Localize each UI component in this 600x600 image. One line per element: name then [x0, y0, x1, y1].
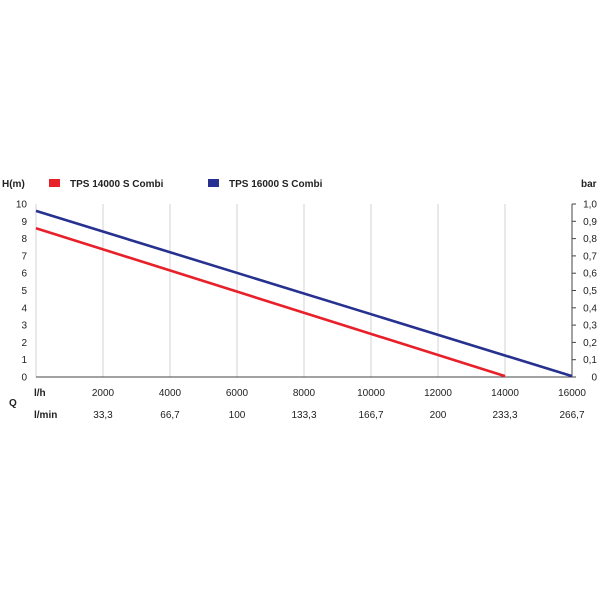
grid-lines: [35, 204, 506, 377]
x-tick-lmin-label: 133,3: [291, 410, 316, 421]
y-axis-right-label: bar: [581, 179, 597, 190]
legend-swatch: [208, 179, 219, 187]
y-tick-label: 0: [21, 373, 27, 384]
legend-label: TPS 14000 S Combi: [70, 179, 164, 190]
x-tick-label: 2000: [92, 388, 115, 399]
x-tick-label: 16000: [558, 388, 586, 399]
y2-tick-label: 0,5: [583, 286, 597, 297]
x-tick-lmin-label: 33,3: [93, 410, 113, 421]
x-tick-lmin-label: 66,7: [160, 410, 180, 421]
y-tick-label: 9: [21, 217, 27, 228]
x-tick-label: 4000: [159, 388, 182, 399]
x-tick-lmin-label: 100: [229, 410, 246, 421]
y2-tick-label: 0,1: [583, 355, 597, 366]
y2-tick-label: 0,7: [583, 251, 597, 262]
y-tick-label: 8: [21, 234, 27, 245]
y2-tick-label: 0,9: [583, 217, 597, 228]
x-tick-lmin-label: 266,7: [559, 410, 584, 421]
y-tick-label: 10: [16, 200, 28, 211]
y-axis-left-label: H(m): [2, 179, 25, 190]
x-tick-label: 8000: [293, 388, 316, 399]
x-axis-lh-ticks: 2000 4000 6000 8000 10000 12000 14000 16000: [92, 388, 586, 399]
x-tick-lmin-label: 233,3: [492, 410, 517, 421]
y-tick-label: 2: [21, 338, 27, 349]
x-tick-lmin-label: 166,7: [358, 410, 383, 421]
legend-label: TPS 16000 S Combi: [229, 179, 323, 190]
y-tick-label: 1: [21, 355, 27, 366]
y-tick-label: 4: [21, 303, 27, 314]
q-axis-label: Q: [9, 398, 17, 409]
y-tick-label: 5: [21, 286, 27, 297]
y2-tick-label: 0,2: [583, 338, 597, 349]
x-unit-lh-label: l/h: [34, 388, 46, 399]
y-tick-label: 3: [21, 321, 27, 332]
x-tick-label: 12000: [424, 388, 452, 399]
legend: TPS 14000 S Combi TPS 16000 S Combi: [49, 179, 323, 190]
y2-tick-label: 0,3: [583, 321, 597, 332]
y-axis-left-ticks: 0 1 2 3 4 5 6 7 8 9 10: [16, 200, 28, 384]
y2-tick-label: 0,4: [583, 303, 597, 314]
x-tick-label: 6000: [226, 388, 249, 399]
series-line-tps-16000-s-combi: [35, 209, 573, 378]
legend-swatch: [49, 179, 60, 187]
y-tick-label: 7: [21, 251, 27, 262]
series-line-tps-14000-s-combi: [35, 226, 506, 378]
x-axis-lmin-ticks: 33,3 66,7 100 133,3 166,7 200 233,3 266,7: [93, 410, 585, 421]
x-tick-label: 14000: [491, 388, 519, 399]
y2-tick-label: 0,8: [583, 234, 597, 245]
y2-tick-label: 1,0: [583, 200, 597, 211]
series-lines: [35, 209, 573, 378]
x-tick-lmin-label: 200: [430, 410, 447, 421]
y-tick-label: 6: [21, 269, 27, 280]
y2-tick-label: 0: [591, 373, 597, 384]
x-tick-label: 10000: [357, 388, 385, 399]
x-unit-lmin-label: l/min: [34, 410, 57, 421]
y-axis-right-ticks: 0 0,1 0,2 0,3 0,4 0,5 0,6 0,7 0,8 0,9 1,0: [572, 200, 597, 384]
y2-tick-label: 0,6: [583, 269, 597, 280]
